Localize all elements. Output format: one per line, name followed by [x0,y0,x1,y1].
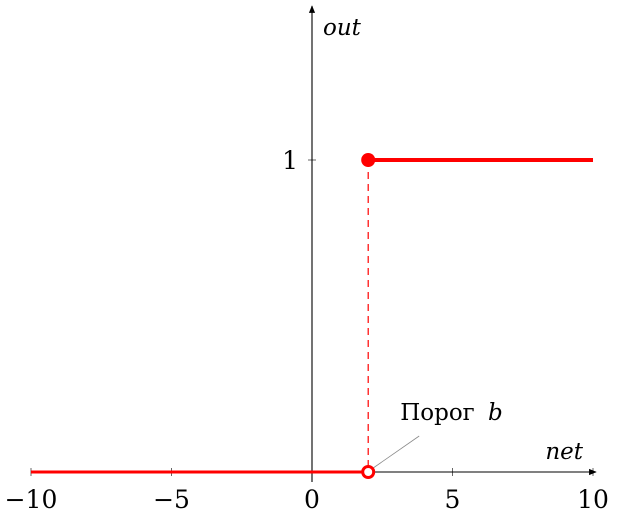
x-axis-label: net [545,439,583,465]
y-axis-label: out [323,15,362,41]
axes [31,5,597,482]
ticks: −10 −5 0 5 10 1 [5,146,609,514]
threshold-annotation-word: Порог [400,400,475,426]
open-point-marker [361,465,376,479]
annotation-leader-line [372,435,420,469]
x-tick-label: 0 [304,485,320,514]
threshold-annotation: Порог b [400,400,503,426]
x-tick-label: 10 [577,485,609,514]
y-tick-label: 1 [282,146,298,175]
x-tick-label: −5 [153,485,190,514]
closed-point-marker [361,153,376,167]
x-tick-label: −10 [5,485,58,514]
x-tick-label: 5 [445,485,461,514]
series [31,158,593,474]
threshold-annotation-variable: b [488,400,503,426]
